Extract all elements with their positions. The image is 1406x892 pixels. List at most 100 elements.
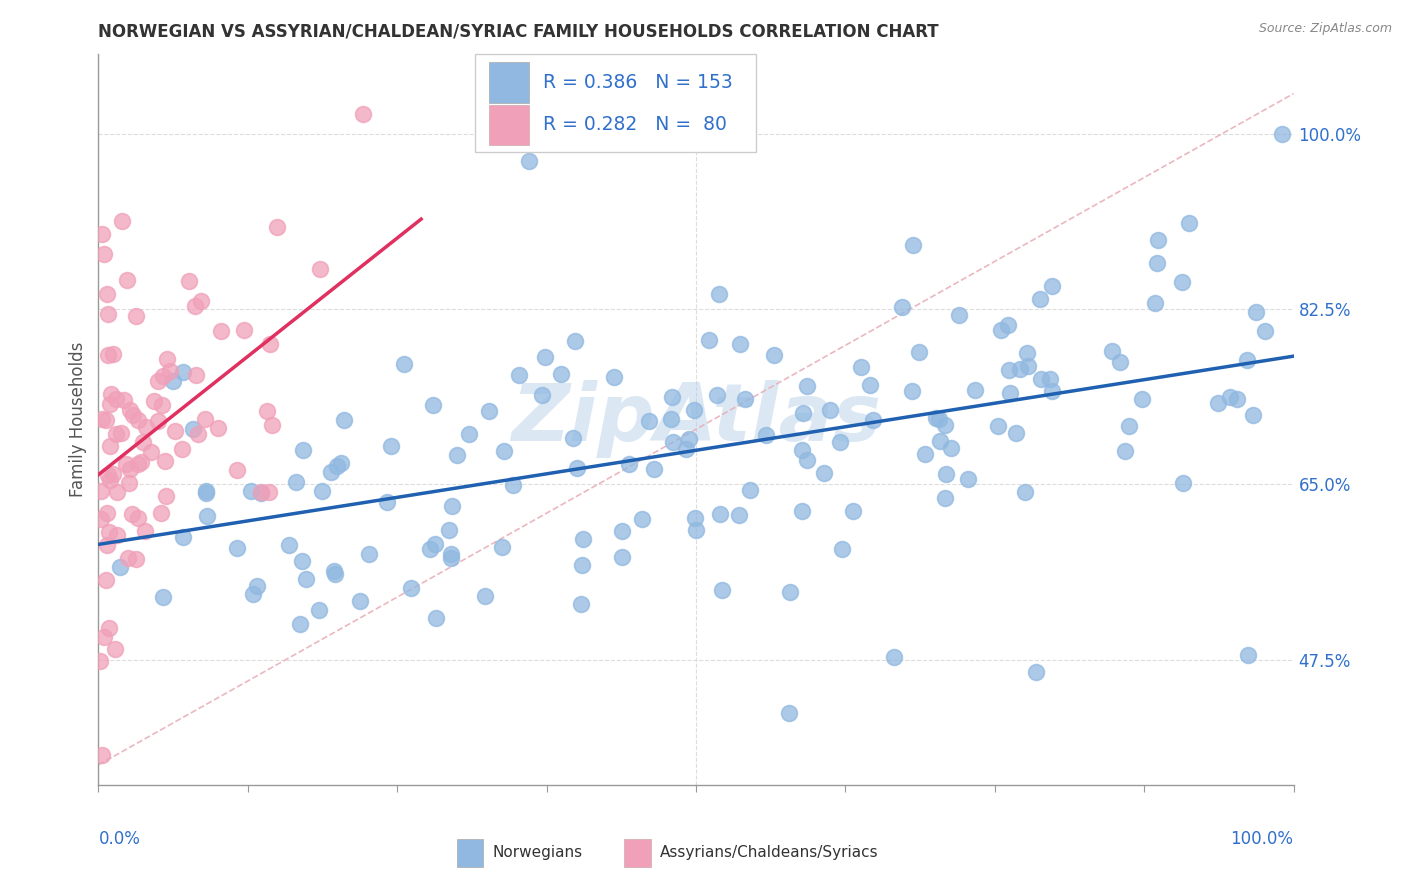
Point bbox=[423, 537, 446, 551]
Point bbox=[908, 344, 931, 359]
Point bbox=[565, 461, 588, 475]
Point bbox=[209, 324, 232, 338]
Point bbox=[131, 435, 153, 450]
Point bbox=[91, 747, 114, 762]
Point bbox=[659, 412, 682, 426]
Point bbox=[706, 388, 728, 402]
Point bbox=[108, 560, 131, 574]
Text: Assyrians/Chaldeans/Syriacs: Assyrians/Chaldeans/Syriacs bbox=[661, 846, 879, 861]
Point bbox=[849, 359, 872, 374]
Point bbox=[711, 582, 734, 597]
Text: 0.0%: 0.0% bbox=[98, 830, 141, 848]
Point bbox=[813, 466, 835, 480]
Point bbox=[139, 445, 162, 459]
Point bbox=[262, 418, 284, 433]
Point bbox=[101, 467, 124, 482]
Point bbox=[97, 307, 120, 321]
Point bbox=[963, 383, 986, 397]
Point bbox=[392, 357, 415, 371]
Point bbox=[661, 435, 683, 450]
Point bbox=[291, 554, 314, 568]
Point bbox=[727, 508, 749, 522]
Point bbox=[1219, 390, 1241, 404]
Point bbox=[97, 348, 120, 362]
Point bbox=[97, 467, 120, 482]
Point bbox=[162, 375, 184, 389]
Point bbox=[533, 350, 555, 364]
Point bbox=[925, 411, 948, 425]
Point bbox=[1040, 384, 1063, 398]
Point bbox=[440, 547, 463, 561]
Point bbox=[93, 247, 115, 261]
Point bbox=[914, 447, 936, 461]
Point bbox=[115, 457, 138, 471]
Point bbox=[256, 404, 278, 418]
Point bbox=[323, 565, 346, 579]
Point bbox=[796, 453, 818, 467]
Point bbox=[380, 439, 402, 453]
Point bbox=[422, 398, 444, 412]
Point bbox=[928, 434, 950, 448]
Point bbox=[207, 421, 229, 435]
Point bbox=[685, 523, 707, 537]
Point bbox=[550, 367, 572, 381]
Point bbox=[148, 374, 170, 388]
Point bbox=[517, 153, 540, 168]
Point bbox=[1226, 392, 1249, 406]
Point bbox=[333, 413, 356, 427]
Point bbox=[990, 323, 1012, 337]
Point bbox=[134, 524, 156, 539]
Point bbox=[195, 486, 218, 500]
Point bbox=[683, 511, 706, 525]
Point bbox=[96, 287, 118, 301]
Point bbox=[602, 370, 624, 384]
Point bbox=[94, 573, 117, 587]
Point bbox=[1171, 475, 1194, 490]
Point bbox=[163, 425, 186, 439]
Point bbox=[195, 508, 218, 523]
Point bbox=[156, 351, 179, 366]
Point bbox=[125, 552, 148, 566]
Point bbox=[571, 558, 593, 573]
Text: Source: ZipAtlas.com: Source: ZipAtlas.com bbox=[1258, 22, 1392, 36]
Point bbox=[1241, 408, 1264, 422]
Point bbox=[183, 299, 205, 313]
Point bbox=[1118, 419, 1140, 434]
Point bbox=[458, 427, 481, 442]
Point bbox=[278, 539, 301, 553]
Point bbox=[285, 475, 308, 490]
Point bbox=[678, 433, 700, 447]
Point bbox=[250, 485, 273, 500]
Point bbox=[152, 369, 174, 384]
FancyBboxPatch shape bbox=[624, 839, 651, 867]
Point bbox=[831, 541, 853, 556]
Point bbox=[91, 227, 114, 241]
Point bbox=[762, 348, 785, 362]
Point bbox=[150, 398, 173, 412]
Point bbox=[105, 485, 128, 500]
Point bbox=[184, 368, 207, 382]
Point bbox=[288, 617, 311, 632]
Point bbox=[957, 473, 980, 487]
Point bbox=[934, 491, 956, 506]
Point bbox=[150, 506, 173, 520]
Point bbox=[1244, 305, 1267, 319]
Point bbox=[883, 650, 905, 665]
Point bbox=[172, 442, 194, 457]
Point bbox=[311, 483, 333, 498]
Point bbox=[1014, 484, 1036, 499]
Point bbox=[121, 508, 143, 522]
Point bbox=[998, 386, 1021, 401]
Point bbox=[226, 541, 249, 555]
FancyBboxPatch shape bbox=[475, 54, 756, 153]
Point bbox=[89, 654, 111, 668]
Point bbox=[375, 495, 398, 509]
Point bbox=[240, 484, 263, 499]
Point bbox=[440, 550, 463, 565]
Point bbox=[638, 414, 661, 428]
Point bbox=[643, 462, 665, 476]
Point bbox=[91, 411, 114, 425]
Point bbox=[617, 457, 640, 471]
Point bbox=[492, 443, 515, 458]
Point bbox=[98, 525, 121, 540]
